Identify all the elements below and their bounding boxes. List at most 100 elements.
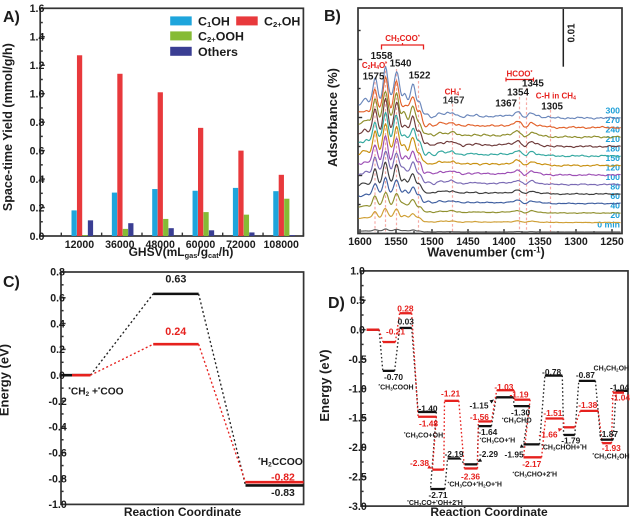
svg-text:150: 150 — [606, 153, 621, 163]
svg-text:*​CH3​CHO: *​CH3​CHO — [502, 416, 532, 424]
svg-text:0.28: 0.28 — [397, 304, 414, 314]
svg-text:80: 80 — [610, 182, 620, 192]
svg-text:0.0: 0.0 — [350, 325, 365, 337]
svg-text:C2​H4​O*​: C2​H4​O*​ — [362, 61, 387, 71]
svg-text:-0.21: -0.21 — [386, 326, 405, 336]
svg-text:*​H2​CCOO: *​H2​CCOO — [258, 457, 303, 469]
svg-text:48000: 48000 — [145, 239, 175, 251]
svg-text:-0.82: -0.82 — [271, 472, 295, 483]
svg-text:-2.38: -2.38 — [410, 458, 429, 468]
svg-text:-2.19: -2.19 — [444, 449, 463, 459]
svg-text:-1.03: -1.03 — [494, 382, 513, 392]
svg-text:-0.5: -0.5 — [348, 354, 366, 366]
svg-text:0.4: 0.4 — [50, 318, 65, 330]
svg-text:1345: 1345 — [522, 79, 544, 90]
svg-text:Wavenumber (cm-1​): Wavenumber (cm-1​) — [427, 245, 545, 260]
svg-text:60000: 60000 — [186, 239, 216, 251]
svg-text:*​CH3​CO+*​H: *​CH3​CO+*​H — [480, 436, 516, 444]
svg-text:108000: 108000 — [264, 239, 299, 251]
svg-text:0.24: 0.24 — [165, 326, 186, 338]
svg-text:0.5: 0.5 — [350, 295, 365, 307]
svg-text:-2.71: -2.71 — [428, 490, 447, 500]
svg-text:1300: 1300 — [564, 236, 588, 248]
svg-text:210: 210 — [606, 134, 621, 144]
svg-text:0.2: 0.2 — [30, 202, 45, 214]
svg-text:120: 120 — [606, 163, 621, 173]
svg-text:0.03: 0.03 — [398, 316, 415, 326]
svg-text:0.6: 0.6 — [30, 145, 45, 157]
svg-text:1367: 1367 — [495, 99, 517, 110]
svg-text:0.2: 0.2 — [50, 344, 65, 356]
svg-text:1.0: 1.0 — [30, 89, 45, 101]
svg-text:-1.95: -1.95 — [505, 450, 524, 460]
svg-text:1600: 1600 — [348, 236, 372, 248]
svg-text:0.4: 0.4 — [30, 174, 45, 186]
svg-text:-1.04: -1.04 — [610, 383, 629, 393]
svg-text:1.2: 1.2 — [30, 60, 45, 72]
svg-text:180: 180 — [606, 144, 621, 154]
svg-text:-1.66: -1.66 — [538, 429, 557, 439]
svg-text:-2.36: -2.36 — [461, 471, 480, 481]
svg-text:36000: 36000 — [105, 239, 135, 251]
svg-text:-1.87: -1.87 — [599, 429, 618, 439]
svg-text:1305: 1305 — [541, 102, 563, 113]
svg-text:*​CH3​CO+OH: *​CH3​CO+OH — [404, 431, 443, 439]
svg-text:1250: 1250 — [600, 236, 624, 248]
svg-text:-2.5: -2.5 — [348, 472, 366, 484]
svg-text:Space-time Yield (mmol/g/h): Space-time Yield (mmol/g/h) — [1, 43, 15, 211]
svg-text:-0.8: -0.8 — [48, 473, 66, 485]
svg-text:-2.29: -2.29 — [479, 449, 498, 459]
svg-text:*​CH3​CHOH+*​H: *​CH3​CHOH+*​H — [541, 443, 587, 451]
svg-text:C2+​OOH: C2+​OOH — [198, 29, 244, 44]
svg-text:-1.0: -1.0 — [348, 383, 366, 395]
svg-text:HCOO*​: HCOO*​ — [507, 70, 533, 79]
svg-text:B): B) — [324, 8, 341, 25]
svg-text:1575: 1575 — [363, 72, 385, 83]
svg-text:CH4​*​: CH4​*​ — [445, 88, 461, 98]
svg-text:-1.30: -1.30 — [511, 407, 530, 417]
svg-text:-0.4: -0.4 — [48, 422, 66, 434]
svg-text:*​CH3​CO+*​H2​O+*​H: *​CH3​CO+*​H2​O+*​H — [448, 480, 502, 488]
svg-text:270: 270 — [606, 115, 621, 125]
svg-text:72000: 72000 — [226, 239, 256, 251]
svg-text:-2.0: -2.0 — [348, 442, 366, 454]
svg-text:Reaction Coordinate: Reaction Coordinate — [124, 505, 242, 519]
svg-text:Others: Others — [198, 45, 238, 59]
svg-text:-1.21: -1.21 — [441, 389, 460, 399]
svg-text:-1.56: -1.56 — [470, 412, 489, 422]
svg-text:-0.83: -0.83 — [271, 488, 295, 499]
svg-text:*​CH3​CO+*​OH+2*​H: *​CH3​CO+*​OH+2*​H — [407, 499, 463, 507]
svg-text:-0.2: -0.2 — [48, 396, 66, 408]
svg-text:40: 40 — [610, 201, 620, 211]
svg-text:1.0: 1.0 — [350, 266, 365, 278]
svg-text:1500: 1500 — [420, 236, 444, 248]
svg-text:1354: 1354 — [507, 88, 529, 99]
svg-text:C): C) — [3, 274, 20, 291]
svg-text:-1.79: -1.79 — [561, 435, 580, 445]
svg-text:A): A) — [3, 9, 20, 26]
svg-text:-1.51: -1.51 — [543, 408, 562, 418]
svg-text:60: 60 — [610, 191, 620, 201]
svg-text:-1.40: -1.40 — [418, 403, 437, 413]
svg-text:100: 100 — [606, 172, 621, 182]
svg-text:1400: 1400 — [492, 236, 516, 248]
svg-text:Reaction Coordinate: Reaction Coordinate — [430, 505, 548, 519]
svg-text:12000: 12000 — [65, 239, 95, 251]
svg-text:-2.17: -2.17 — [522, 459, 541, 469]
svg-text:-0.78: -0.78 — [542, 367, 561, 377]
svg-text:1350: 1350 — [528, 236, 552, 248]
svg-text:240: 240 — [606, 125, 621, 135]
svg-text:-1.64: -1.64 — [478, 427, 497, 437]
svg-text:1550: 1550 — [384, 236, 408, 248]
svg-text:0.0: 0.0 — [50, 370, 65, 382]
svg-text:1540: 1540 — [390, 59, 412, 70]
svg-text:C1​OH: C1​OH — [198, 14, 230, 29]
svg-text:-0.70: -0.70 — [384, 372, 403, 382]
svg-text:-1.15: -1.15 — [469, 400, 488, 410]
svg-text:-1.93: -1.93 — [602, 443, 621, 453]
svg-text:C2+​OH: C2+​OH — [264, 14, 300, 29]
svg-text:-0.6: -0.6 — [48, 447, 66, 459]
svg-text:1.6: 1.6 — [30, 3, 45, 15]
svg-text:CH3​COO*​: CH3​COO*​ — [385, 34, 420, 44]
svg-text:0.63: 0.63 — [165, 273, 186, 285]
